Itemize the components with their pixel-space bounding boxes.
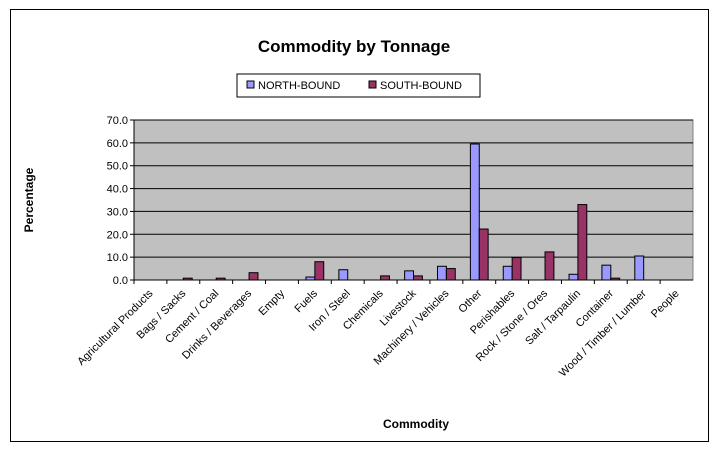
bar-south-bound (511, 257, 522, 281)
bar-south-bound (314, 261, 325, 281)
y-tick-label: 70.0 (107, 115, 128, 127)
bar-south-bound (413, 275, 423, 281)
chart-title: Commodity by Tonnage (258, 37, 450, 56)
x-tick-label: Fuels (292, 287, 320, 315)
legend-swatch-south-bound (368, 80, 377, 89)
bar-north-bound (338, 269, 349, 281)
legend-label-south-bound: SOUTH-BOUND (380, 80, 462, 92)
y-tick-label: 0.0 (113, 275, 128, 287)
bar-south-bound (478, 228, 489, 281)
legend-box (236, 73, 481, 98)
bar-south-bound (577, 204, 588, 281)
y-tick-label: 40.0 (107, 184, 128, 196)
bar-south-bound (380, 275, 390, 281)
plot-area (133, 119, 694, 281)
y-axis-ticks: 0.0 10.0 20.0 30.0 40.0 50.0 60.0 70.0 (107, 115, 134, 287)
y-tick-label: 20.0 (107, 229, 128, 241)
legend: NORTH-BOUND SOUTH-BOUND (236, 73, 481, 98)
y-tick-label: 50.0 (107, 161, 128, 173)
legend-swatch-north-bound (246, 80, 255, 89)
legend-label-north-bound: NORTH-BOUND (258, 80, 340, 92)
bar-north-bound (437, 265, 447, 281)
y-tick-label: 60.0 (107, 138, 128, 150)
x-tick-label: People (649, 288, 682, 321)
bar-north-bound (601, 264, 612, 281)
bar-south-bound (445, 268, 456, 281)
chart-frame: Commodity by Tonnage NORTH-BOUND SOUTH-B… (10, 9, 709, 442)
x-axis-title: Commodity (383, 417, 449, 431)
x-tick-label: Other (456, 287, 484, 315)
y-tick-label: 10.0 (107, 252, 128, 264)
bar-south-bound (248, 272, 259, 281)
bar-south-bound (544, 251, 555, 281)
chart-svg: Commodity by Tonnage NORTH-BOUND SOUTH-B… (22, 37, 694, 431)
bar-north-bound (634, 255, 645, 281)
y-tick-label: 30.0 (107, 206, 128, 218)
bar-north-bound (469, 143, 480, 281)
bar-north-bound (568, 273, 579, 281)
bar-north-bound (404, 270, 414, 281)
bar-north-bound (502, 265, 513, 281)
y-axis-title: Percentage (22, 167, 36, 232)
x-tick-label: Empty (257, 287, 288, 318)
gridlines (134, 119, 693, 258)
